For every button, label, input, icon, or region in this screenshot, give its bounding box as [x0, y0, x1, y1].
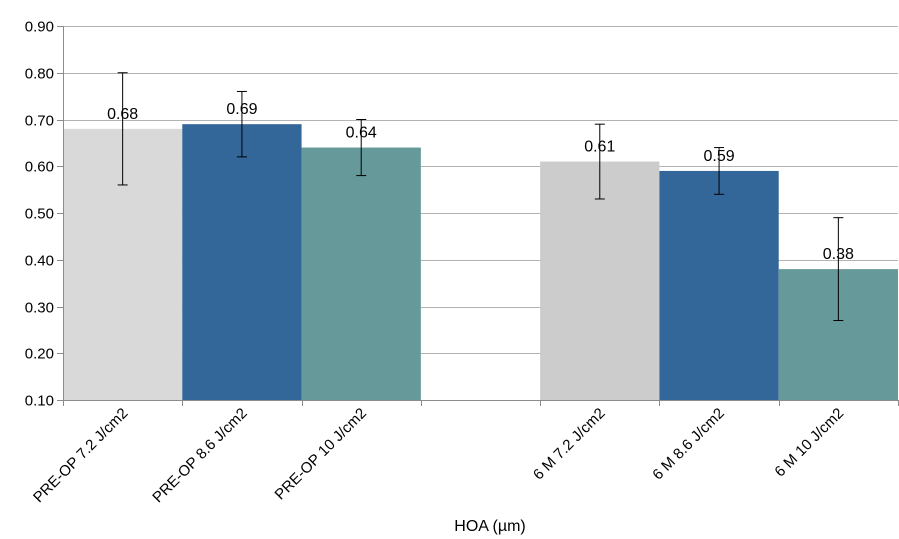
y-tick-label: 0.30 — [25, 300, 54, 317]
y-tick-label: 0.90 — [25, 19, 54, 36]
bars — [63, 124, 898, 401]
y-tick-label: 0.40 — [25, 253, 54, 270]
bar — [182, 124, 302, 401]
data-labels: 0.68 0.69 0.64 0.61 0.59 0.38 — [107, 101, 854, 263]
x-tick-label: 6 M 8.6 J/cm2 — [649, 405, 728, 484]
data-label: 0.38 — [823, 246, 854, 263]
bar — [540, 161, 660, 400]
bar — [659, 170, 779, 400]
error-bars — [117, 72, 844, 322]
y-tick-label: 0.10 — [25, 393, 54, 410]
data-label: 0.59 — [704, 148, 735, 165]
y-tick-label: 0.70 — [25, 113, 54, 130]
x-tick-label: 6 M 10 J/cm2 — [772, 405, 848, 481]
data-label: 0.68 — [107, 106, 138, 123]
axes — [63, 26, 899, 406]
x-tick-label: PRE-OP 7.2 J/cm2 — [30, 405, 131, 506]
data-label: 0.69 — [226, 101, 257, 118]
data-label: 0.64 — [346, 125, 377, 142]
x-tick-label: PRE-OP 8.6 J/cm2 — [149, 405, 250, 506]
y-tick-label: 0.60 — [25, 159, 54, 176]
x-axis-title: HOA (µm) — [454, 518, 525, 535]
y-tick-label: 0.20 — [25, 346, 54, 363]
y-tick-labels: 0.10 0.20 0.30 0.40 0.50 0.60 0.70 0.80 0.90 — [25, 19, 63, 410]
bar — [301, 147, 421, 400]
x-tick-label: 6 M 7.2 J/cm2 — [530, 405, 609, 484]
x-tick-label: PRE-OP 10 J/cm2 — [272, 405, 370, 503]
y-tick-label: 0.80 — [25, 66, 54, 83]
x-tick-labels: PRE-OP 7.2 J/cm2 PRE-OP 8.6 J/cm2 PRE-OP 1… — [30, 405, 847, 506]
y-tick-label: 0.50 — [25, 206, 54, 223]
data-label: 0.61 — [584, 139, 615, 156]
